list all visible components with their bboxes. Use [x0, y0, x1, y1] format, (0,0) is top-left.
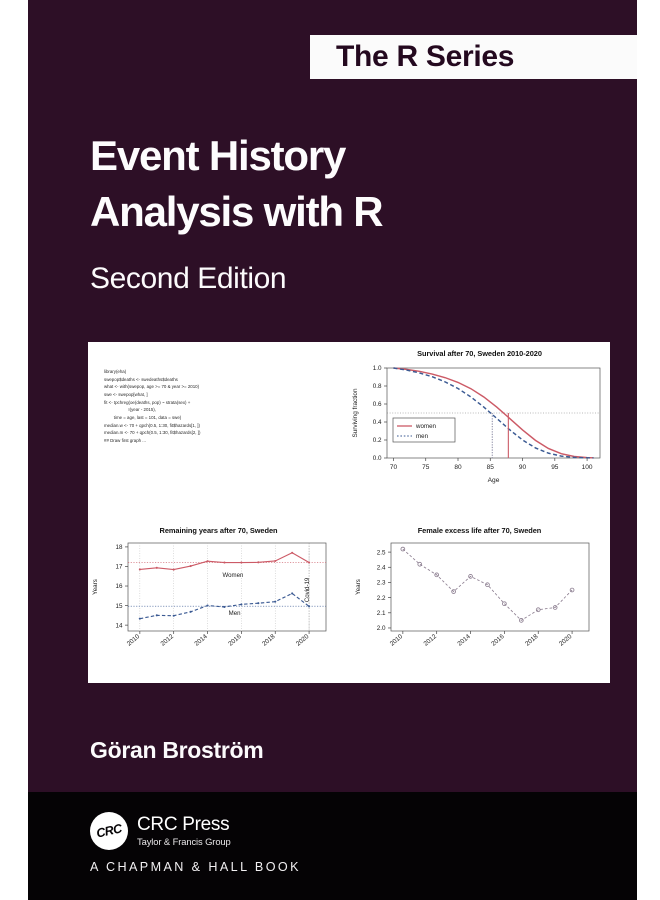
- svg-text:Men: Men: [229, 610, 241, 617]
- svg-text:2014: 2014: [456, 633, 472, 648]
- edition-label: Second Edition: [90, 261, 287, 295]
- svg-text:16: 16: [115, 583, 123, 590]
- excess-life-chart: 2.0 2.1 2.2 2.3 2.4 2.5 2010 2012 2014 2016 2018 20…: [355, 542, 590, 648]
- svg-text:2.3: 2.3: [377, 580, 386, 587]
- svg-text:women: women: [415, 423, 437, 430]
- book-cover: The R Series Event History Analysis with…: [28, 0, 637, 900]
- svg-text:Surviving fraction: Surviving fraction: [352, 388, 359, 437]
- excess-life-chart-panel: Female excess life after 70, Sweden 2.0 2…: [349, 513, 610, 683]
- svg-text:0.2: 0.2: [373, 437, 382, 444]
- svg-text:Years: Years: [92, 579, 99, 595]
- title-block: Event History Analysis with R Second Edi…: [90, 128, 610, 296]
- code-listing-panel: library(eha) swepop$deaths <- swedeaths$…: [88, 342, 349, 513]
- svg-text:70: 70: [390, 464, 398, 471]
- svg-text:14: 14: [115, 622, 123, 629]
- survival-chart: 0.0 0.2 0.4 0.6 0.8 1.0 70 75 80 85 90 95 100 Age Surv…: [352, 365, 601, 484]
- imprint-label: A CHAPMAN & HALL BOOK: [90, 860, 301, 874]
- svg-text:2018: 2018: [261, 633, 277, 648]
- excess-life-chart-title: Female excess life after 70, Sweden: [417, 526, 542, 535]
- svg-text:2.4: 2.4: [377, 564, 386, 571]
- book-title-line-1: Event History: [90, 132, 346, 179]
- figure-panel: library(eha) swepop$deaths <- swedeaths$…: [88, 342, 610, 683]
- crc-circle-mark: CRC: [90, 812, 128, 850]
- svg-text:100: 100: [582, 464, 593, 471]
- crc-mark-label: CRC: [95, 821, 123, 841]
- survival-chart-panel: Survival after 70, Sweden 2010-2020 0.0 0…: [349, 342, 610, 513]
- svg-text:2.1: 2.1: [377, 610, 386, 617]
- remaining-years-chart-title: Remaining years after 70, Sweden: [159, 526, 278, 535]
- svg-text:85: 85: [487, 464, 495, 471]
- svg-text:95: 95: [551, 464, 559, 471]
- svg-text:Women: Women: [222, 572, 243, 579]
- book-title-line-2: Analysis with R: [90, 187, 384, 235]
- r-series-label: The R Series: [336, 40, 515, 73]
- svg-text:0.0: 0.0: [373, 455, 382, 462]
- svg-text:17: 17: [115, 564, 123, 571]
- svg-text:2012: 2012: [423, 633, 439, 648]
- publisher-group: Taylor & Francis Group: [137, 835, 231, 847]
- svg-text:2016: 2016: [227, 633, 243, 648]
- svg-text:18: 18: [115, 544, 123, 551]
- remaining-years-chart: Covid-19 Women Men 14 15 16 17 18 2010 2012 2014 20…: [92, 542, 327, 648]
- svg-text:15: 15: [115, 603, 123, 610]
- svg-text:80: 80: [454, 464, 462, 471]
- svg-text:1.0: 1.0: [373, 365, 382, 372]
- svg-text:0.6: 0.6: [373, 401, 382, 408]
- svg-text:90: 90: [519, 464, 527, 471]
- svg-text:2020: 2020: [295, 633, 311, 648]
- svg-text:2020: 2020: [558, 633, 574, 648]
- r-code-listing: library(eha) swepop$deaths <- swedeaths$…: [104, 369, 201, 443]
- svg-text:0.8: 0.8: [373, 383, 382, 390]
- svg-text:2.5: 2.5: [377, 549, 386, 556]
- survival-chart-title: Survival after 70, Sweden 2010-2020: [417, 349, 542, 358]
- bottom-color-band: [28, 792, 637, 900]
- svg-text:0.4: 0.4: [373, 419, 382, 426]
- svg-text:Age: Age: [488, 477, 500, 484]
- svg-text:2.2: 2.2: [377, 595, 386, 602]
- svg-text:Years: Years: [355, 579, 362, 595]
- publisher-name: CRC Press: [137, 814, 230, 836]
- svg-text:2012: 2012: [160, 633, 176, 648]
- svg-text:2016: 2016: [490, 633, 506, 648]
- publisher-logo: CRC CRC Press Taylor & Francis Group A C…: [90, 812, 301, 874]
- svg-text:men: men: [416, 433, 429, 440]
- svg-text:2018: 2018: [524, 633, 540, 648]
- svg-text:2014: 2014: [193, 633, 209, 648]
- svg-text:2.0: 2.0: [377, 625, 386, 632]
- r-series-banner: The R Series: [310, 35, 637, 79]
- svg-text:2010: 2010: [126, 633, 142, 648]
- svg-text:Covid-19: Covid-19: [304, 577, 311, 602]
- remaining-years-chart-panel: Remaining years after 70, Sweden Covid-1…: [88, 513, 349, 683]
- svg-text:75: 75: [422, 464, 430, 471]
- author-name: Göran Broström: [90, 737, 264, 763]
- svg-text:2010: 2010: [389, 633, 405, 648]
